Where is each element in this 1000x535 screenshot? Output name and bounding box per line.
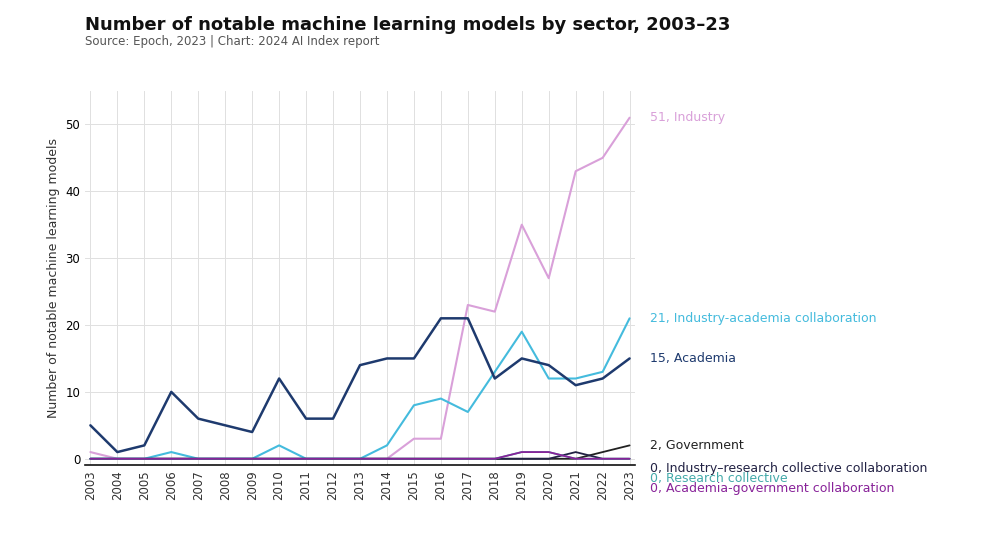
Text: Number of notable machine learning models by sector, 2003–23: Number of notable machine learning model… xyxy=(85,16,730,34)
Text: 51, Industry: 51, Industry xyxy=(650,111,725,124)
Text: 21, Industry-academia collaboration: 21, Industry-academia collaboration xyxy=(650,312,876,325)
Text: 0, Academia-government collaboration: 0, Academia-government collaboration xyxy=(650,483,894,495)
Text: 15, Academia: 15, Academia xyxy=(650,352,736,365)
Y-axis label: Number of notable machine learning models: Number of notable machine learning model… xyxy=(47,138,60,418)
Text: Source: Epoch, 2023 | Chart: 2024 AI Index report: Source: Epoch, 2023 | Chart: 2024 AI Ind… xyxy=(85,35,380,48)
Text: 0, Industry–research collective collaboration: 0, Industry–research collective collabor… xyxy=(650,462,927,475)
Text: 0, Research collective: 0, Research collective xyxy=(650,472,788,485)
Text: 2, Government: 2, Government xyxy=(650,439,744,452)
